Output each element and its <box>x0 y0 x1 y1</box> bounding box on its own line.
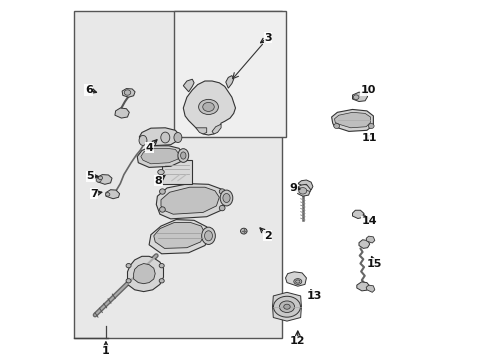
Ellipse shape <box>219 189 224 194</box>
Polygon shape <box>139 128 179 146</box>
Ellipse shape <box>279 301 294 312</box>
Polygon shape <box>366 236 374 243</box>
Polygon shape <box>225 76 233 88</box>
Ellipse shape <box>180 152 185 159</box>
Ellipse shape <box>159 264 164 268</box>
Ellipse shape <box>295 280 299 283</box>
Polygon shape <box>98 175 112 184</box>
Polygon shape <box>212 124 221 134</box>
Polygon shape <box>297 180 312 190</box>
Polygon shape <box>358 240 369 248</box>
Polygon shape <box>352 92 367 102</box>
Text: 15: 15 <box>366 258 382 269</box>
Ellipse shape <box>178 149 188 162</box>
Text: 2: 2 <box>264 231 271 241</box>
Polygon shape <box>153 222 204 248</box>
Ellipse shape <box>219 206 224 211</box>
Polygon shape <box>296 186 310 196</box>
Text: 6: 6 <box>85 85 93 95</box>
Polygon shape <box>285 272 306 286</box>
Text: 13: 13 <box>306 291 322 301</box>
Polygon shape <box>331 109 373 131</box>
Text: 10: 10 <box>360 85 376 95</box>
Ellipse shape <box>293 279 301 284</box>
Ellipse shape <box>283 304 289 309</box>
Polygon shape <box>366 285 374 292</box>
Text: 14: 14 <box>361 216 377 226</box>
Ellipse shape <box>158 170 164 175</box>
Text: 9: 9 <box>288 183 296 193</box>
Ellipse shape <box>174 132 182 143</box>
Ellipse shape <box>298 188 306 194</box>
Ellipse shape <box>220 190 232 206</box>
Text: 12: 12 <box>289 336 305 346</box>
Polygon shape <box>156 184 226 219</box>
Ellipse shape <box>139 135 146 145</box>
Polygon shape <box>161 187 219 214</box>
Bar <box>174 11 285 137</box>
Text: 1: 1 <box>102 346 109 356</box>
Ellipse shape <box>124 90 130 95</box>
Ellipse shape <box>96 178 101 182</box>
Ellipse shape <box>105 193 110 196</box>
Ellipse shape <box>98 176 102 180</box>
Polygon shape <box>183 81 235 135</box>
Polygon shape <box>356 282 369 291</box>
Ellipse shape <box>201 227 215 244</box>
Ellipse shape <box>352 95 358 100</box>
Ellipse shape <box>159 207 165 212</box>
Bar <box>73 11 282 338</box>
Polygon shape <box>133 264 155 284</box>
Text: 7: 7 <box>90 189 98 199</box>
Polygon shape <box>137 146 183 167</box>
Polygon shape <box>149 220 210 254</box>
Polygon shape <box>141 148 179 164</box>
Polygon shape <box>297 184 310 192</box>
Ellipse shape <box>126 264 131 268</box>
Ellipse shape <box>240 228 246 234</box>
Ellipse shape <box>272 296 301 318</box>
Ellipse shape <box>223 194 230 202</box>
Ellipse shape <box>333 123 339 129</box>
Ellipse shape <box>159 279 164 283</box>
Polygon shape <box>334 112 370 128</box>
Polygon shape <box>127 256 163 292</box>
Ellipse shape <box>159 189 165 194</box>
Polygon shape <box>122 89 135 97</box>
Text: 11: 11 <box>361 132 377 143</box>
Polygon shape <box>352 210 363 219</box>
Ellipse shape <box>198 99 218 114</box>
Text: 5: 5 <box>86 171 94 181</box>
Text: 4: 4 <box>145 143 153 153</box>
Ellipse shape <box>126 279 131 283</box>
Ellipse shape <box>204 231 212 241</box>
Ellipse shape <box>273 296 300 317</box>
Text: 8: 8 <box>154 176 162 186</box>
Bar <box>162 160 192 184</box>
Ellipse shape <box>161 132 169 143</box>
Polygon shape <box>183 79 194 92</box>
Polygon shape <box>115 108 129 118</box>
Text: 3: 3 <box>264 33 271 43</box>
Polygon shape <box>106 190 120 199</box>
Polygon shape <box>272 292 301 321</box>
Ellipse shape <box>203 103 214 112</box>
Ellipse shape <box>367 123 373 129</box>
Polygon shape <box>196 128 206 134</box>
